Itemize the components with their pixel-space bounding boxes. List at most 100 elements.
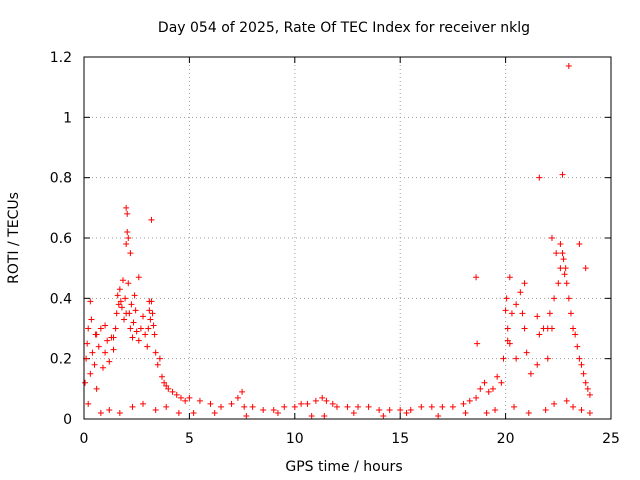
x-tick-label: 5 bbox=[185, 431, 194, 447]
data-point bbox=[576, 355, 583, 362]
data-point bbox=[474, 340, 481, 347]
data-point bbox=[102, 349, 109, 356]
data-point bbox=[546, 310, 553, 317]
data-point bbox=[125, 235, 132, 241]
data-point bbox=[498, 379, 505, 386]
data-point bbox=[196, 397, 203, 404]
data-point bbox=[574, 343, 581, 350]
x-axis-label: GPS time / hours bbox=[285, 459, 402, 475]
data-point bbox=[97, 409, 104, 416]
data-point bbox=[104, 337, 111, 344]
data-point bbox=[582, 265, 589, 272]
data-point bbox=[116, 286, 123, 293]
data-point bbox=[548, 235, 555, 241]
data-point bbox=[149, 310, 156, 317]
data-point bbox=[586, 391, 593, 398]
x-tick-label: 0 bbox=[80, 431, 89, 447]
grid bbox=[84, 57, 611, 419]
data-point bbox=[557, 241, 564, 248]
data-point bbox=[333, 403, 340, 410]
data-point bbox=[534, 313, 541, 320]
data-point bbox=[140, 313, 147, 320]
data-point bbox=[504, 337, 511, 344]
data-point bbox=[578, 361, 585, 368]
data-point bbox=[555, 280, 562, 287]
data-point bbox=[582, 379, 589, 386]
data-point bbox=[536, 331, 543, 338]
data-point bbox=[403, 409, 410, 416]
data-point bbox=[308, 412, 315, 419]
data-point bbox=[145, 325, 152, 332]
data-point bbox=[435, 412, 442, 419]
data-point bbox=[234, 394, 241, 401]
data-point bbox=[517, 289, 524, 296]
data-point bbox=[481, 379, 488, 386]
data-point bbox=[249, 403, 256, 410]
data-point bbox=[428, 403, 435, 410]
data-point bbox=[186, 394, 193, 401]
data-point bbox=[565, 295, 572, 302]
data-point bbox=[397, 406, 404, 413]
data-point bbox=[124, 210, 131, 217]
data-point bbox=[274, 409, 281, 416]
x-tick-label: 20 bbox=[497, 431, 515, 447]
data-point bbox=[142, 331, 149, 338]
data-point bbox=[175, 409, 182, 416]
data-point bbox=[312, 397, 319, 404]
data-point bbox=[84, 340, 91, 347]
data-point bbox=[511, 403, 518, 410]
data-point bbox=[112, 325, 119, 332]
data-point bbox=[150, 322, 157, 329]
y-tick-label: 0.6 bbox=[50, 231, 72, 247]
data-point bbox=[127, 250, 134, 257]
data-point bbox=[329, 400, 336, 407]
x-tick-label: 25 bbox=[602, 431, 620, 447]
data-point bbox=[319, 394, 326, 401]
data-point bbox=[578, 406, 585, 413]
data-point bbox=[376, 406, 383, 413]
data-point bbox=[508, 310, 515, 317]
data-point bbox=[521, 280, 528, 287]
data-point bbox=[123, 310, 130, 317]
data-point bbox=[544, 355, 551, 362]
data-point bbox=[551, 400, 558, 407]
data-point bbox=[85, 400, 92, 407]
data-point bbox=[110, 334, 117, 341]
data-point bbox=[570, 403, 577, 410]
y-tick-label: 0.4 bbox=[50, 291, 72, 307]
y-tick-label: 0.2 bbox=[50, 352, 72, 368]
data-point bbox=[562, 265, 569, 272]
data-point bbox=[542, 406, 549, 413]
data-point bbox=[163, 403, 170, 410]
data-point bbox=[125, 280, 132, 287]
data-point bbox=[260, 406, 267, 413]
data-point bbox=[586, 409, 593, 416]
data-point bbox=[503, 295, 510, 302]
y-tick-label: 1.2 bbox=[50, 50, 72, 66]
data-point bbox=[559, 250, 566, 257]
data-point bbox=[121, 316, 128, 323]
data-point bbox=[207, 400, 214, 407]
data-point bbox=[449, 403, 456, 410]
plot-frame bbox=[83, 56, 612, 420]
data-point bbox=[473, 274, 480, 281]
data-point bbox=[506, 274, 513, 281]
x-tick-label: 10 bbox=[286, 431, 304, 447]
data-point bbox=[135, 337, 142, 344]
data-point bbox=[190, 409, 197, 416]
data-point bbox=[485, 388, 492, 395]
data-point bbox=[130, 319, 137, 326]
data-point bbox=[93, 385, 100, 392]
data-point bbox=[380, 412, 387, 419]
data-point bbox=[439, 403, 446, 410]
data-point bbox=[536, 174, 543, 181]
data-point bbox=[350, 409, 357, 416]
data-point bbox=[492, 406, 499, 413]
data-point bbox=[173, 391, 180, 398]
data-point bbox=[128, 301, 135, 308]
data-point bbox=[117, 298, 124, 305]
data-point bbox=[144, 343, 151, 350]
data-point bbox=[386, 406, 393, 413]
data-point bbox=[127, 325, 134, 332]
data-point bbox=[321, 412, 328, 419]
